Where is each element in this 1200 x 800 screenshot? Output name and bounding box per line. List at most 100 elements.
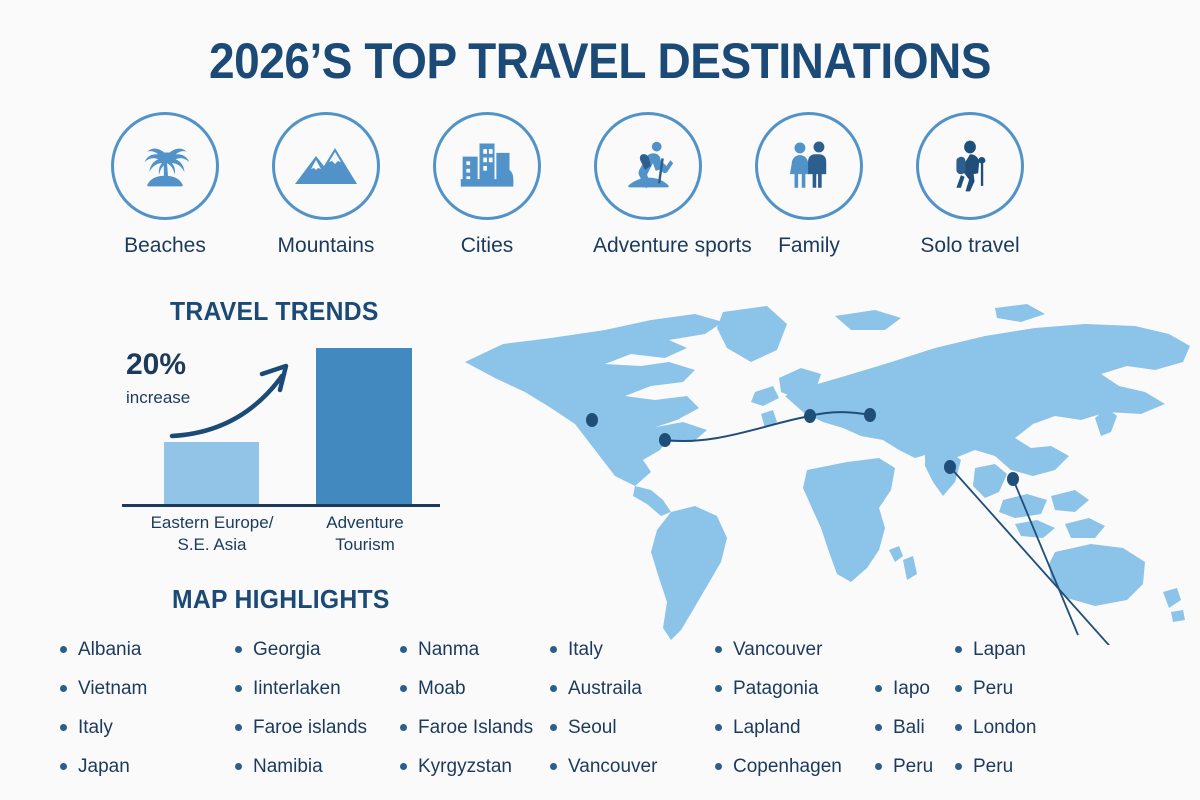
category-label: Beaches bbox=[124, 234, 206, 257]
list-item[interactable]: Lapland bbox=[715, 708, 842, 747]
list-item-label: Bali bbox=[893, 716, 925, 738]
list-item[interactable]: Austraila bbox=[550, 669, 657, 708]
category-item-beaches[interactable]: Beaches bbox=[110, 112, 220, 258]
list-item[interactable]: Iapo bbox=[875, 669, 933, 708]
bullet-icon bbox=[715, 685, 722, 692]
list-item-label: Italy bbox=[78, 716, 113, 738]
list-item[interactable]: Peru bbox=[955, 747, 1036, 786]
list-item[interactable]: Faroe islands bbox=[235, 708, 367, 747]
category-icon-row: Beaches Mountains bbox=[110, 112, 1110, 272]
list-item[interactable]: Seoul bbox=[550, 708, 657, 747]
highlight-column-7: Lapan Peru London Peru bbox=[955, 630, 1036, 786]
map-point-east-asia[interactable] bbox=[1007, 472, 1019, 486]
bullet-icon bbox=[955, 763, 962, 770]
list-item[interactable]: Vancouver bbox=[550, 747, 657, 786]
bar-eastern-europe-se-asia bbox=[164, 442, 259, 504]
highlight-column-2: Georgia Iinterlaken Faroe islands Namibi… bbox=[235, 630, 367, 786]
list-item[interactable]: Italy bbox=[60, 708, 147, 747]
bar-label-line1: Adventure bbox=[326, 513, 404, 532]
category-circle bbox=[594, 112, 702, 220]
list-item-label: London bbox=[973, 716, 1037, 738]
list-item[interactable]: Japan bbox=[60, 747, 147, 786]
chart-baseline bbox=[122, 504, 440, 507]
bullet-icon bbox=[400, 763, 407, 770]
category-circle bbox=[433, 112, 541, 220]
list-item[interactable]: Albania bbox=[60, 630, 147, 669]
category-item-mountains[interactable]: Mountains bbox=[271, 112, 381, 258]
chart-callout-sub: increase bbox=[126, 388, 191, 407]
category-item-family[interactable]: Family bbox=[754, 112, 864, 258]
bullet-icon bbox=[60, 724, 67, 731]
list-item[interactable]: Copenhagen bbox=[715, 747, 842, 786]
bullet-icon bbox=[550, 763, 557, 770]
list-item-label: Albania bbox=[78, 638, 142, 660]
travel-trends-title: TRAVEL TRENDS bbox=[170, 296, 379, 326]
category-item-solo-travel[interactable]: Solo travel bbox=[915, 112, 1025, 258]
list-item[interactable]: Peru bbox=[875, 747, 933, 786]
list-item[interactable]: Patagonia bbox=[715, 669, 842, 708]
list-item-label: Nanma bbox=[418, 638, 480, 660]
list-item-label: Vancouver bbox=[568, 755, 658, 777]
bullet-icon bbox=[400, 646, 407, 653]
list-item[interactable]: Lapan bbox=[955, 630, 1036, 669]
list-item-label: Iapo bbox=[893, 677, 930, 699]
bullet-icon bbox=[550, 646, 557, 653]
list-item[interactable]: Peru bbox=[955, 669, 1036, 708]
list-item-label: Lapan bbox=[973, 638, 1026, 660]
bullet-icon bbox=[955, 646, 962, 653]
list-item-label: Vietnam bbox=[78, 677, 148, 699]
list-item-label: Japan bbox=[78, 755, 130, 777]
map-point-eastern-europe[interactable] bbox=[864, 408, 876, 422]
family-couple-icon bbox=[789, 141, 827, 188]
bullet-icon bbox=[60, 763, 67, 770]
map-points[interactable] bbox=[586, 408, 1019, 486]
bullet-icon bbox=[400, 724, 407, 731]
mountains-icon bbox=[295, 148, 357, 184]
list-item[interactable]: Nanma bbox=[400, 630, 533, 669]
map-landmasses bbox=[465, 304, 1190, 640]
list-item[interactable]: Moab bbox=[400, 669, 533, 708]
list-item[interactable]: Vietnam bbox=[60, 669, 147, 708]
map-point-south-asia[interactable] bbox=[944, 460, 956, 474]
list-item[interactable]: Vancouver bbox=[715, 630, 842, 669]
highlight-column-3: Nanma Moab Faroe Islands Kyrgyzstan bbox=[400, 630, 533, 786]
list-item[interactable]: Iinterlaken bbox=[235, 669, 367, 708]
chart-callout-value: 20% bbox=[126, 348, 187, 381]
list-item-label: Peru bbox=[973, 677, 1014, 699]
map-point-western-europe[interactable] bbox=[804, 409, 816, 423]
category-circle bbox=[111, 112, 219, 220]
map-leader-lines bbox=[949, 466, 1116, 653]
palm-tree-icon bbox=[144, 148, 190, 187]
list-item[interactable]: London bbox=[955, 708, 1036, 747]
map-point-north-america-east[interactable] bbox=[659, 433, 671, 447]
highlight-column-1: Albania Vietnam Italy Japan bbox=[60, 630, 147, 786]
world-map bbox=[455, 300, 1200, 653]
list-item[interactable]: Namibia bbox=[235, 747, 367, 786]
list-item[interactable]: Kyrgyzstan bbox=[400, 747, 533, 786]
bullet-icon bbox=[550, 685, 557, 692]
list-item-label: Patagonia bbox=[733, 677, 819, 699]
bullet-icon bbox=[550, 724, 557, 731]
bar-adventure-tourism bbox=[316, 348, 412, 504]
list-item[interactable]: Italy bbox=[550, 630, 657, 669]
bullet-icon bbox=[715, 724, 722, 731]
list-item-label: Copenhagen bbox=[733, 755, 842, 777]
list-item[interactable]: Bali bbox=[875, 708, 933, 747]
bullet-icon bbox=[235, 685, 242, 692]
category-item-cities[interactable]: Cities bbox=[432, 112, 542, 258]
bullet-icon bbox=[955, 685, 962, 692]
list-item-label: Peru bbox=[973, 755, 1014, 777]
solo-backpacker-icon bbox=[956, 140, 986, 192]
list-item[interactable]: Georgia bbox=[235, 630, 367, 669]
category-circle bbox=[916, 112, 1024, 220]
list-item-label: Georgia bbox=[253, 638, 321, 660]
bar-label-adventure-tourism: Adventure Tourism bbox=[305, 512, 425, 556]
list-item-label: Lapland bbox=[733, 716, 801, 738]
highlight-column-5: Vancouver Patagonia Lapland Copenhagen bbox=[715, 630, 842, 786]
list-item[interactable]: Faroe Islands bbox=[400, 708, 533, 747]
bullet-icon bbox=[715, 763, 722, 770]
category-item-adventure-sports[interactable]: Adventure sports bbox=[593, 112, 752, 258]
list-item-label: Peru bbox=[893, 755, 934, 777]
map-point-north-america-west[interactable] bbox=[586, 413, 598, 427]
category-circle bbox=[755, 112, 863, 220]
